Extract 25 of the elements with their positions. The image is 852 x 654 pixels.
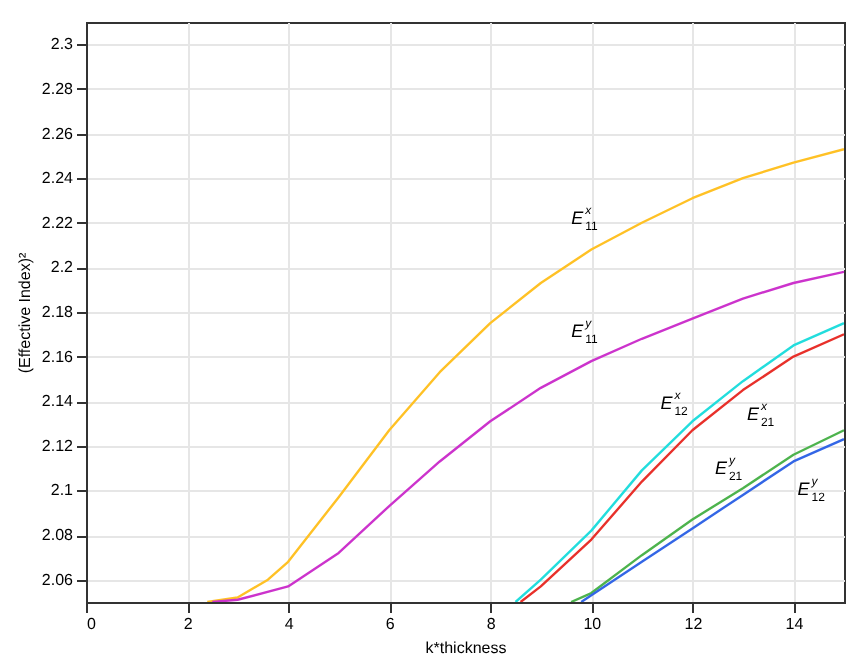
x-tick-label: 0 <box>87 615 97 633</box>
x-tick-label: 6 <box>385 615 396 633</box>
y-tick-label: 2.26 <box>41 124 75 143</box>
y-tick-label: 2.08 <box>41 526 75 545</box>
line-series <box>211 270 844 602</box>
y-tick-label: 2.28 <box>41 79 75 98</box>
x-tick-label: 8 <box>486 615 497 633</box>
y-tick-label: 2.22 <box>41 213 75 232</box>
y-tick-label: 2.16 <box>41 347 75 366</box>
x-tick-label: 4 <box>284 615 295 633</box>
x-tick-label: 2 <box>183 615 194 633</box>
line-series <box>206 147 844 602</box>
y-tick-label: 2.12 <box>41 436 75 455</box>
x-tick-label: 12 <box>684 615 704 633</box>
y-tick-label: 2.3 <box>50 35 75 54</box>
y-tick-label: 2.1 <box>50 481 75 500</box>
y-tick-label: 2.2 <box>50 258 75 277</box>
y-tick-label: 2.24 <box>41 169 75 188</box>
x-tick-label: 14 <box>785 615 805 633</box>
y-tick-label: 2.06 <box>41 570 75 589</box>
y-axis-title: (Effective Index)² <box>15 252 34 374</box>
x-axis-title: k*thickness <box>425 639 507 654</box>
y-tick-label: 2.14 <box>41 392 75 411</box>
y-tick-label: 2.18 <box>41 303 75 321</box>
x-tick-label: 10 <box>583 615 603 633</box>
